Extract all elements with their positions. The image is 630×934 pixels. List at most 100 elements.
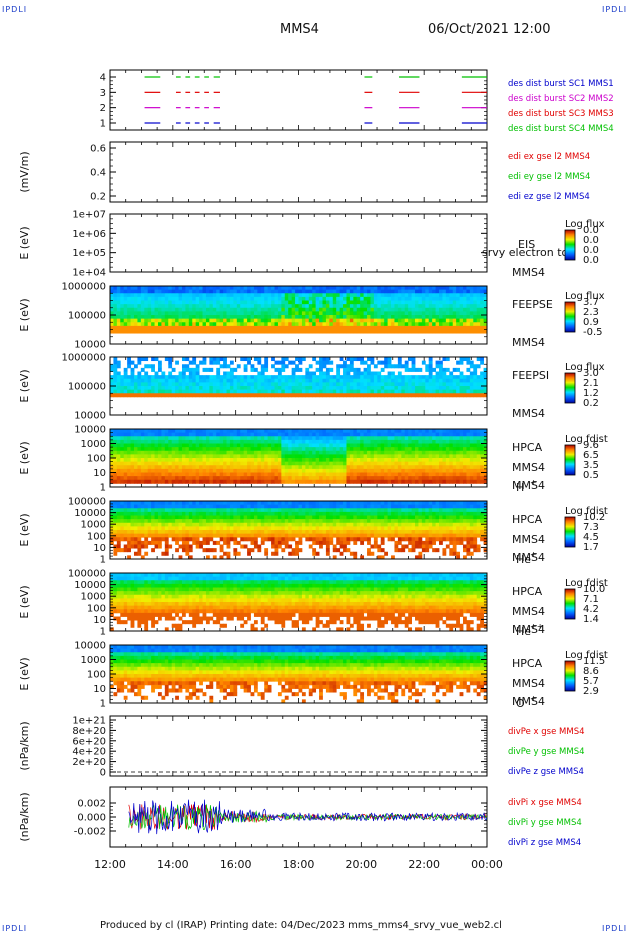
feepse-pixel [147,289,152,294]
feepsi-pixel [216,382,221,387]
hpca_h-pixel [199,454,203,459]
hpca_h-pixel [452,476,457,481]
hpca_he1-spectrogram [110,501,488,560]
feepse-pixel [411,329,416,334]
hpca_h-colorbar [564,444,576,476]
feepse-pixel [223,315,227,320]
feepse-pixel [219,307,224,312]
hpca_h-pixel [473,461,478,466]
hpca_h-pixel [435,479,440,484]
feepse-pixel [459,325,464,330]
feepsi-pixel [466,360,471,365]
hpca_h-pixel [133,432,138,437]
feepsi-pixel [360,378,365,383]
hpca_h-pixel [476,432,481,437]
hpca_h-pixel [452,443,457,448]
feepse-pixel [295,307,299,312]
hpca_h-pixel [456,436,460,441]
feepsi-pixel [449,382,454,387]
feepsi-pixel [236,393,241,398]
hpca_h-pixel [404,432,409,437]
feepse-pixel [319,296,323,301]
feepse-pixel [367,293,371,298]
feepse-pixel [456,318,460,323]
hpca_h-pixel [271,432,275,437]
hpca_h-pixel [175,436,179,441]
hpca_h-pixel [442,429,447,434]
hpca_h-pixel [401,476,406,481]
feepsi-pixel [219,364,224,369]
feepsi-pixel [353,382,358,387]
feepse-pixel [411,300,416,305]
feepse-pixel [380,300,385,305]
feepsi-pixel [113,367,118,372]
feepse-pixel [336,329,341,334]
feepse-pixel [298,296,303,301]
hpca_h-pixel [397,436,402,441]
feepsi-pixel [373,375,378,380]
feepsi-pixel [181,357,186,362]
hpca_h-pixel [411,432,416,437]
hpca_h-pixel [469,450,474,455]
hpca_h-pixel [463,479,467,484]
feepse-pixel [301,289,306,294]
hpca_h-pixel [476,476,481,481]
hpca_h-pixel [195,429,200,434]
hpca_h-pixel [110,447,114,452]
hpca_h-pixel [161,472,166,477]
hpca_h-pixel [329,443,334,448]
hpca_h-pixel [343,458,347,463]
hpca_h-pixel [432,454,436,459]
hpca_h-pixel [250,447,255,452]
feepsi-pixel [308,364,313,369]
feepse-pixel [394,311,399,316]
hpca_h-pixel [202,450,207,455]
feepsi-pixel [168,389,173,394]
hpca_h-pixel [253,450,258,455]
hpca_h-pixel [439,465,443,470]
feepse-pixel [216,289,221,294]
hpca_h-pixel [192,454,197,459]
feepse-pixel [140,307,145,312]
hpca_h-pixel [240,458,245,463]
feepse-pixel [394,322,399,327]
hpca_h-pixel [123,436,128,441]
feepsi-pixel [452,367,457,372]
feepsi-pixel [415,375,419,380]
feepsi-pixel [442,378,447,383]
feepse-pixel [281,322,286,327]
hpca_h-pixel [367,468,371,473]
hpca_he1-pixel [127,526,131,531]
hpca_h-pixel [243,468,248,473]
hpca_h-pixel [367,432,371,437]
feepsi-pixel [288,360,293,365]
feepse-pixel [216,300,221,305]
feepse-pixel [473,300,478,305]
feepsi-pixel [161,382,166,387]
hpca_h-pixel [175,472,179,477]
feepse-pixel [452,329,457,334]
hpca_h-pixel [377,436,382,441]
feepse-pixel [336,307,341,312]
hpca_h-pixel [380,461,385,466]
feepse-pixel [216,293,221,298]
feepse-pixel [130,286,135,291]
feepsi-pixel [463,357,467,362]
eis-ytick-label: 1e+06 [72,229,106,240]
feepsi-pixel [373,382,378,387]
feepsi-pixel [301,389,306,394]
feepsi-pixel [377,386,382,391]
hpca_h-pixel [432,472,436,477]
eis-colorbar-tick: 0.0 [583,225,599,236]
hpca_h-pixel [363,454,368,459]
burst-legend: des dist burst SC4 MMS4 [508,124,614,134]
feepse-pixel [247,300,251,305]
feepse-pixel [250,311,255,316]
hpca_h-pixel [312,429,317,434]
feepsi-pixel [216,393,221,398]
hpca_h-pixel [164,479,169,484]
feepse-pixel [140,325,145,330]
feepse-pixel [288,293,293,298]
hpca_h-pixel [463,454,467,459]
feepsi-pixel [463,393,467,398]
